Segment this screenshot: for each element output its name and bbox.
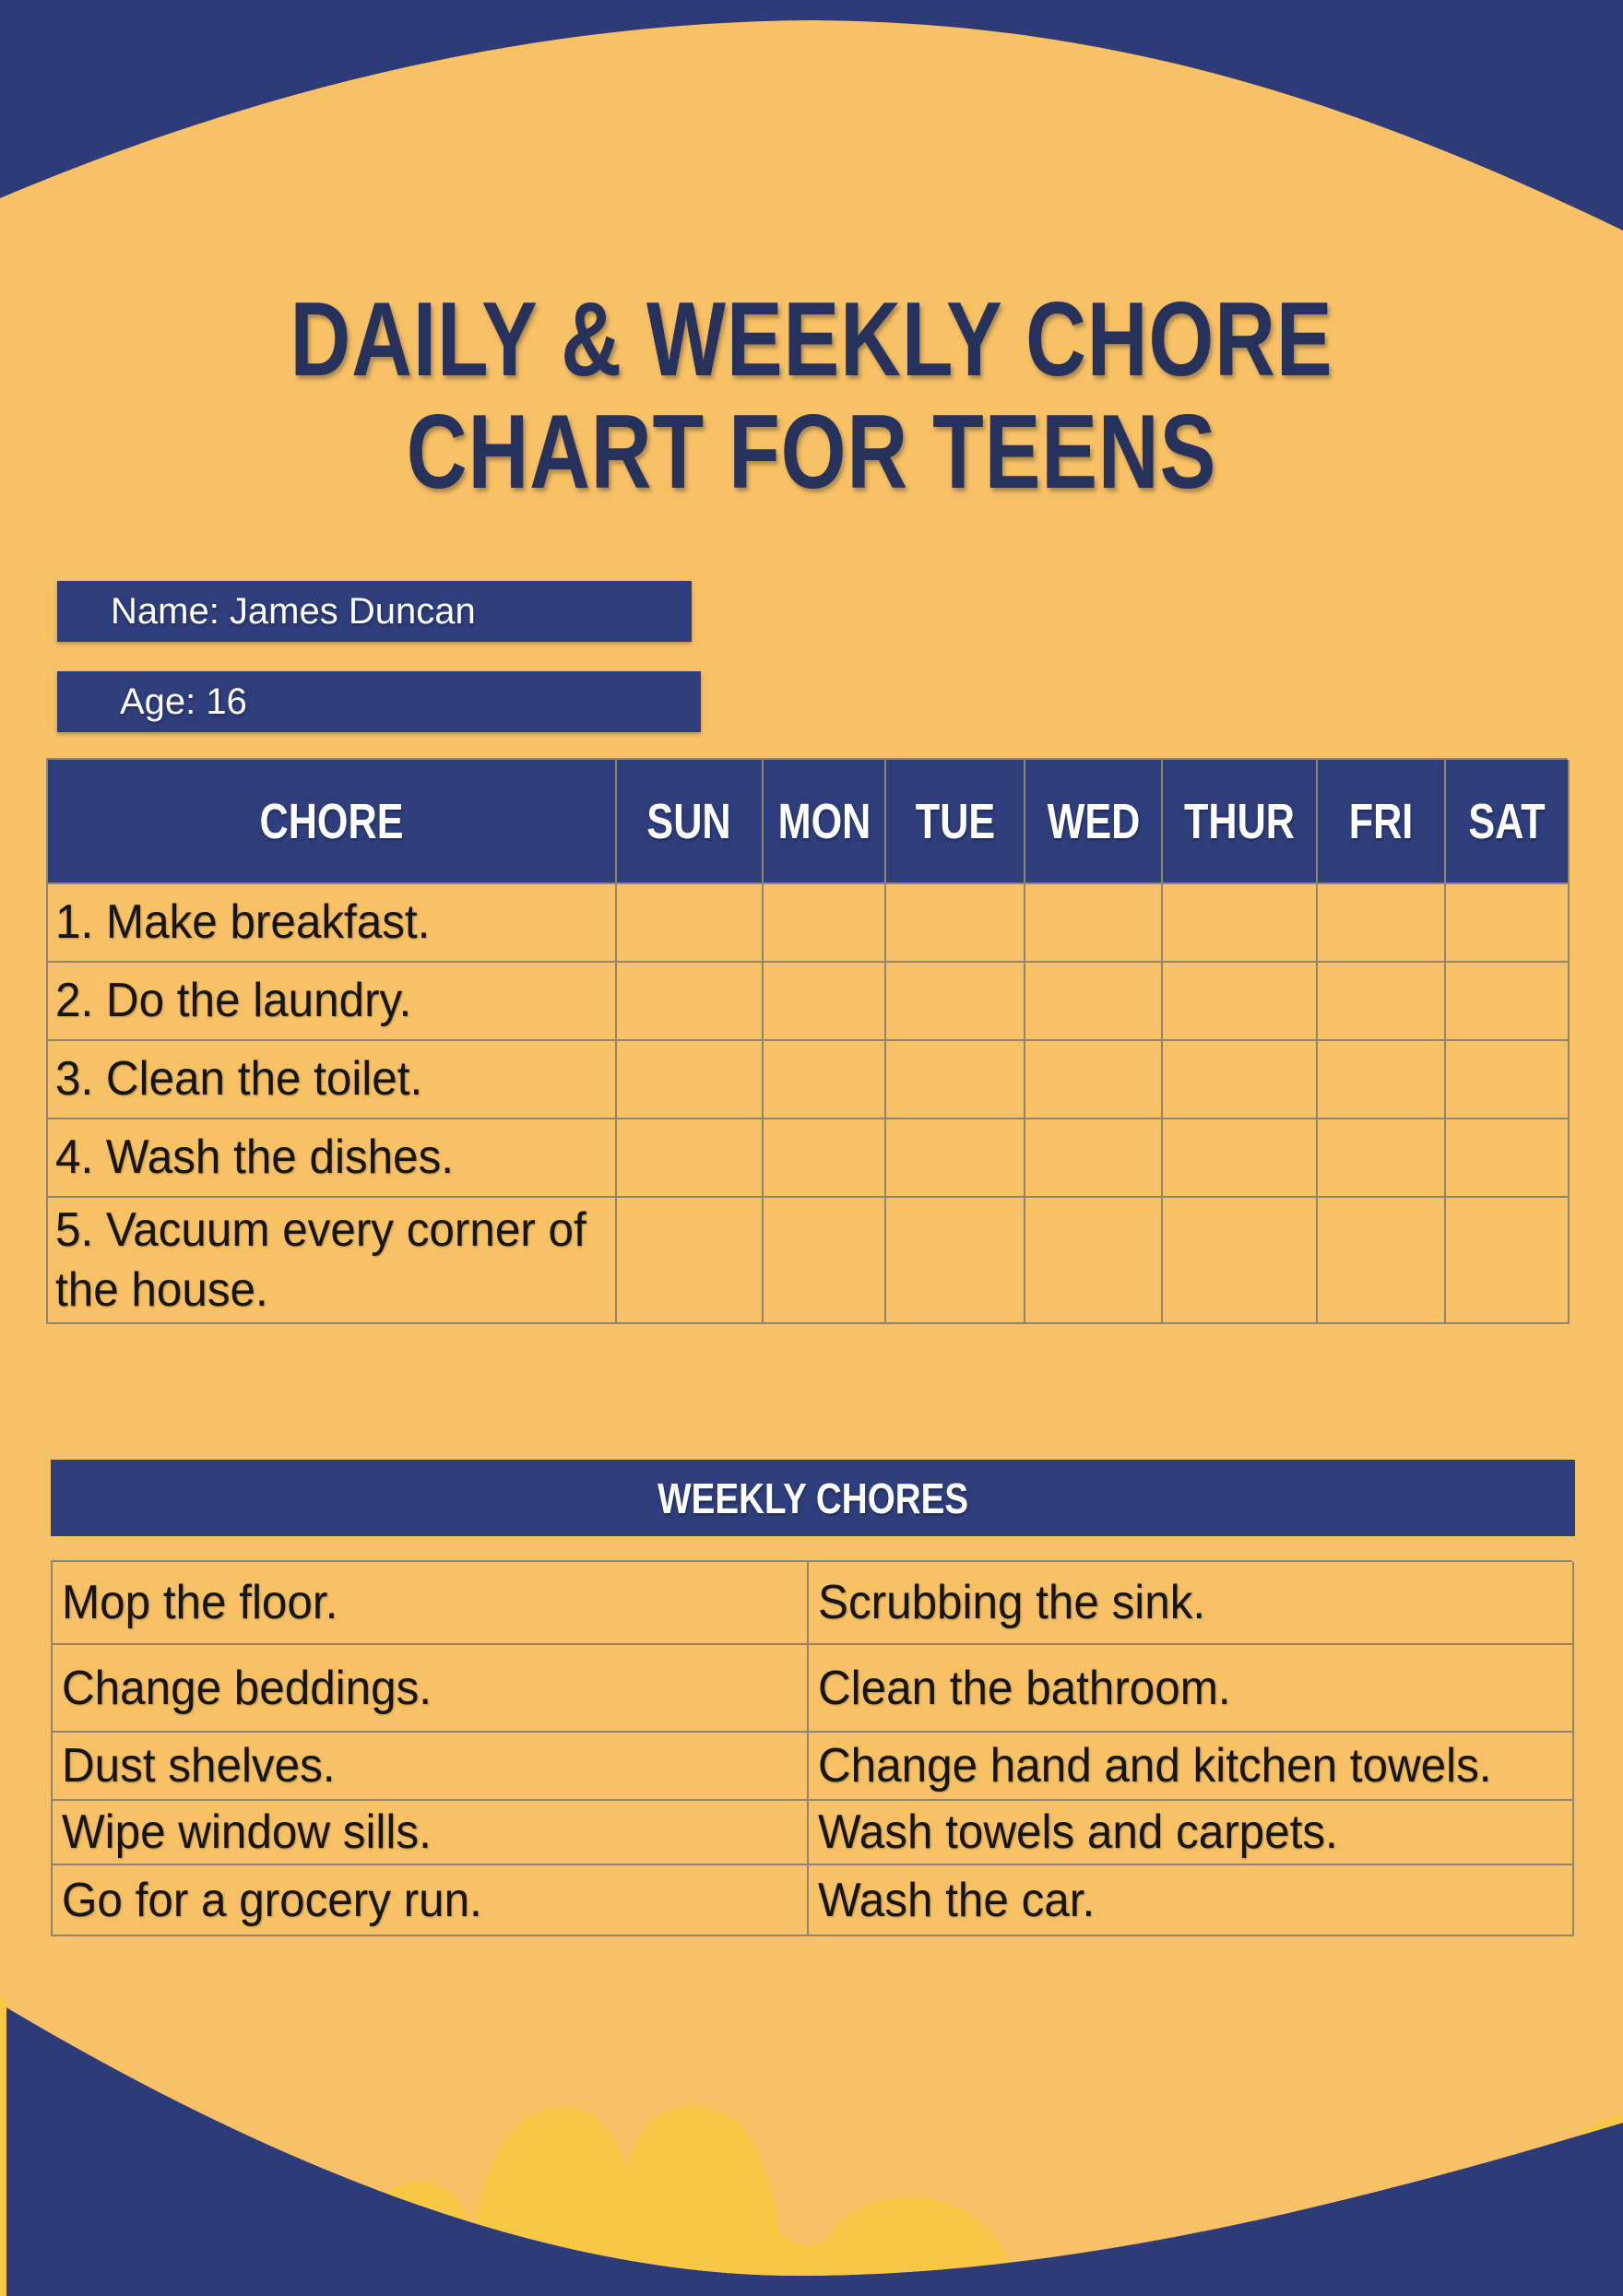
day-header-label: SUN [646,793,732,849]
daily-day-cell [1025,1041,1163,1119]
daily-day-cell [1446,884,1570,963]
daily-day-cell [886,1041,1025,1119]
chore-row-label: 3. Clean the toilet. [48,1041,617,1119]
daily-day-cell [1318,963,1446,1041]
day-header-label: THUR [1183,793,1295,849]
daily-day-cell [1318,1198,1446,1324]
chore-header-label: CHORE [259,793,404,849]
daily-day-cell [1163,1198,1318,1324]
daily-day-cell [1446,1119,1570,1198]
daily-day-cell [886,963,1025,1041]
page-title: DAILY & WEEKLY CHORE CHART FOR TEENS [0,284,1623,509]
daily-day-cell [617,884,764,963]
day-header-label: TUE [915,793,995,849]
weekly-chore-cell: Mop the floor. [53,1562,809,1645]
page-title-line1: DAILY & WEEKLY CHORE [290,281,1333,398]
daily-day-cell [1025,963,1163,1041]
weekly-chores-header-label: WEEKLY CHORES [657,1473,969,1522]
daily-day-cell [1163,963,1318,1041]
daily-day-cell [617,1198,764,1324]
weekly-chore-text: Wash the car. [818,1873,1096,1927]
chore-column-header: CHORE [48,760,617,884]
daily-day-cell [1025,1198,1163,1324]
chore-text: 2. Do the laundry. [55,974,412,1027]
weekly-chores-table: Mop the floor. Scrubbing the sink. Chang… [51,1560,1574,1936]
day-header-sun: SUN [617,760,764,884]
day-header-fri: FRI [1318,760,1446,884]
daily-day-cell [1163,1041,1318,1119]
weekly-chore-cell: Change hand and kitchen towels. [809,1733,1574,1801]
daily-day-cell [886,1198,1025,1324]
age-bar: Age: 16 [57,671,701,732]
weekly-chore-text: Wash towels and carpets. [818,1805,1338,1859]
chore-text: 5. Vacuum every corner of the house. [55,1202,586,1317]
name-bar: Name: James Duncan [57,581,692,642]
weekly-chore-text: Scrubbing the sink. [818,1576,1206,1629]
weekly-chore-text: Dust shelves. [62,1739,336,1793]
daily-day-cell [1163,1119,1318,1198]
day-header-mon: MON [764,760,886,884]
daily-day-cell [764,1041,886,1119]
chore-row-label: 4. Wash the dishes. [48,1119,617,1198]
day-header-label: WED [1047,793,1140,849]
daily-day-cell [1446,963,1570,1041]
daily-day-cell [1318,1119,1446,1198]
daily-day-cell [617,963,764,1041]
weekly-chore-text: Clean the bathroom. [818,1661,1231,1715]
daily-day-cell [1446,1198,1570,1324]
age-label: Age: 16 [120,681,247,722]
weekly-chore-cell: Wash the car. [809,1865,1574,1936]
weekly-chore-cell: Go for a grocery run. [53,1865,809,1936]
daily-day-cell [764,884,886,963]
weekly-chore-text: Go for a grocery run. [62,1873,482,1927]
chore-text: 4. Wash the dishes. [55,1130,455,1184]
daily-day-cell [617,1041,764,1119]
daily-day-cell [764,1119,886,1198]
day-header-tue: TUE [886,760,1025,884]
chore-row-label: 5. Vacuum every corner of the house. [48,1198,617,1324]
chore-row-label: 1. Make breakfast. [48,884,617,963]
name-label: Name: James Duncan [111,590,476,632]
weekly-chore-cell: Scrubbing the sink. [809,1562,1574,1645]
day-header-wed: WED [1025,760,1163,884]
day-header-label: FRI [1348,793,1414,849]
chore-text: 1. Make breakfast. [55,895,431,949]
daily-day-cell [1163,884,1318,963]
daily-day-cell [1446,1041,1570,1119]
day-header-label: SAT [1468,793,1546,849]
daily-day-cell [886,884,1025,963]
daily-day-cell [886,1119,1025,1198]
daily-day-cell [764,1198,886,1324]
weekly-chore-text: Mop the floor. [62,1576,338,1629]
weekly-chore-cell: Dust shelves. [53,1733,809,1801]
weekly-chore-text: Wipe window sills. [62,1805,432,1859]
weekly-chore-text: Change hand and kitchen towels. [818,1739,1492,1793]
day-header-sat: SAT [1446,760,1570,884]
chore-text: 3. Clean the toilet. [55,1052,423,1106]
chore-row-label: 2. Do the laundry. [48,963,617,1041]
daily-day-cell [1318,884,1446,963]
daily-day-cell [1025,884,1163,963]
weekly-chore-cell: Wash towels and carpets. [809,1801,1574,1865]
weekly-chores-header-bar: WEEKLY CHORES [51,1460,1575,1536]
daily-chore-table: CHORE SUN MON TUE WED THUR FRI SAT 1. Ma… [46,758,1570,1324]
weekly-chore-cell: Clean the bathroom. [809,1645,1574,1733]
daily-day-cell [764,963,886,1041]
day-header-label: MON [777,793,871,849]
daily-day-cell [1025,1119,1163,1198]
daily-day-cell [617,1119,764,1198]
yellow-left-strip [0,1999,6,2296]
day-header-thur: THUR [1163,760,1318,884]
weekly-chore-text: Change beddings. [62,1661,432,1715]
page-title-line2: CHART FOR TEENS [406,394,1217,511]
daily-day-cell [1318,1041,1446,1119]
weekly-chore-cell: Wipe window sills. [53,1801,809,1865]
weekly-chore-cell: Change beddings. [53,1645,809,1733]
